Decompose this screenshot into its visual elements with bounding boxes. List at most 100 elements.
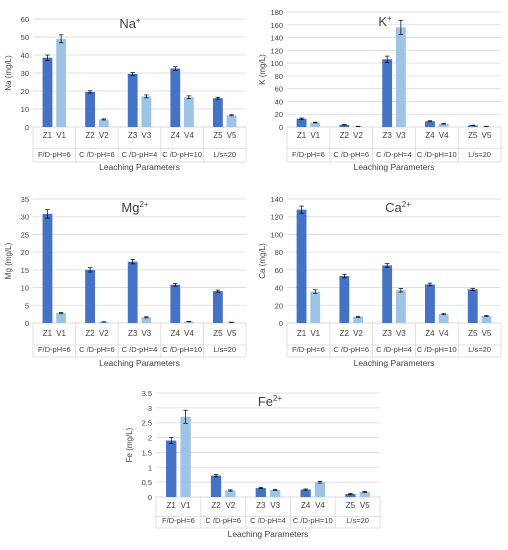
bar-label: Z4 — [425, 131, 435, 140]
y-tick-label: 3 — [148, 404, 152, 413]
bar-z3 — [255, 488, 266, 497]
bar-label: Z1 — [297, 329, 307, 338]
y-tick-label: 100 — [270, 230, 283, 239]
bar-label: V2 — [225, 501, 235, 510]
bar-z5 — [345, 494, 356, 497]
bar-label: Z2 — [340, 131, 350, 140]
group-label: F/D-pH=6 — [292, 150, 325, 159]
bar-label: V1 — [181, 501, 191, 510]
bar-z5 — [212, 291, 223, 323]
chart-title: K+ — [378, 14, 392, 29]
group-label: C /D-pH=10 — [417, 150, 457, 159]
bar-v3 — [395, 290, 406, 323]
y-tick-label: 60 — [21, 15, 29, 24]
chart-title: Ca2+ — [385, 200, 411, 215]
y-tick-label: 3.5 — [142, 389, 152, 398]
x-axis-title: Leaching Parameters — [99, 162, 180, 172]
bar-label: Z4 — [425, 329, 435, 338]
bar-z3 — [382, 265, 393, 323]
chart-title-element: Mg — [121, 200, 139, 215]
chart-title-charge: + — [136, 16, 141, 25]
bar-z5 — [467, 125, 478, 127]
bar-z4 — [425, 284, 435, 323]
bar-v3 — [395, 27, 406, 127]
y-tick-label: 40 — [275, 97, 283, 106]
bar-z4 — [170, 284, 181, 323]
y-tick-label: 20 — [21, 87, 29, 96]
bar-v5 — [481, 315, 492, 323]
bar-v4 — [438, 123, 449, 127]
bar-label: Z5 — [213, 329, 223, 338]
group-label: C /D-pH=10 — [162, 345, 202, 354]
y-tick-label: 120 — [270, 46, 283, 55]
y-axis-title: Na (mg/L) — [4, 55, 13, 91]
bar-label: V3 — [270, 501, 280, 510]
group-label: L/s=20 — [213, 150, 236, 159]
group-label: C /D-pH=4 — [122, 345, 158, 354]
bar-z4 — [425, 121, 435, 127]
group-label: C /D-pH=6 — [205, 516, 241, 525]
y-tick-label: 0 — [148, 493, 152, 502]
bar-label: Z5 — [468, 131, 478, 140]
y-tick-label: 5 — [25, 301, 29, 310]
bar-label: V2 — [99, 329, 109, 338]
bar-label: Z4 — [171, 131, 181, 140]
bar-label: V5 — [482, 329, 492, 338]
chart-title: Mg2+ — [121, 200, 149, 215]
bar-z2 — [85, 91, 95, 127]
y-tick-label: 10 — [21, 284, 29, 293]
bar-v1 — [56, 313, 67, 323]
y-tick-label: 10 — [21, 105, 29, 114]
y-tick-label: 140 — [270, 195, 283, 204]
chart-title-charge: 2+ — [402, 200, 411, 209]
bar-z4 — [170, 68, 181, 127]
chart-panel-4: 0 0.5 1 1.5 2 2.5 3 3.5 Z1 V1 F/D-pH=6 Z2 V2 C /D-pH=… — [125, 389, 381, 539]
group-label: C /D-pH=4 — [250, 516, 286, 525]
bar-v4 — [184, 321, 194, 323]
group-label: L/s=20 — [468, 150, 491, 159]
bar-label: Z4 — [301, 501, 311, 510]
y-axis-title: K (mg/L) — [258, 54, 267, 85]
bar-label: Z3 — [382, 329, 392, 338]
group-label: C /D-pH=6 — [333, 345, 369, 354]
bar-z2 — [210, 475, 222, 497]
bar-label: V5 — [227, 131, 237, 140]
y-tick-label: 0 — [279, 319, 283, 328]
bar-z5 — [212, 98, 223, 127]
chart-title: Fe2+ — [258, 394, 283, 409]
chart-title-element: Na — [119, 16, 136, 31]
y-tick-label: 20 — [21, 248, 29, 257]
bar-v3 — [141, 317, 152, 323]
y-tick-label: 40 — [275, 284, 283, 293]
y-tick-label: 0 — [25, 319, 29, 328]
bar-z1 — [166, 440, 177, 497]
bar-z5 — [467, 289, 478, 323]
group-label: L/s=20 — [213, 345, 236, 354]
bar-label: Z3 — [256, 501, 266, 510]
y-tick-label: 1.5 — [142, 448, 152, 457]
bar-label: Z2 — [85, 329, 95, 338]
bar-z1 — [42, 213, 53, 323]
bar-v3 — [141, 96, 152, 127]
y-tick-label: 180 — [270, 8, 283, 17]
bar-z3 — [382, 59, 393, 127]
bar-v1 — [310, 122, 321, 127]
bar-label: Z1 — [167, 501, 177, 510]
bar-z1 — [42, 57, 53, 128]
y-tick-label: 160 — [270, 21, 283, 30]
group-label: C /D-pH=4 — [122, 150, 158, 159]
bar-z2 — [85, 269, 95, 323]
chart-title-charge: + — [387, 14, 392, 23]
bar-label: V2 — [353, 329, 363, 338]
group-label: C /D-pH=6 — [79, 150, 115, 159]
bar-v4 — [184, 97, 194, 127]
chart-title-element: Ca — [385, 200, 402, 215]
bar-label: V3 — [396, 329, 406, 338]
bar-z3 — [127, 73, 138, 127]
y-tick-label: 100 — [270, 59, 283, 68]
bar-v2 — [225, 490, 236, 497]
bar-v4 — [438, 314, 449, 323]
bar-label: Z3 — [382, 131, 392, 140]
group-label: C /D-pH=6 — [333, 150, 369, 159]
